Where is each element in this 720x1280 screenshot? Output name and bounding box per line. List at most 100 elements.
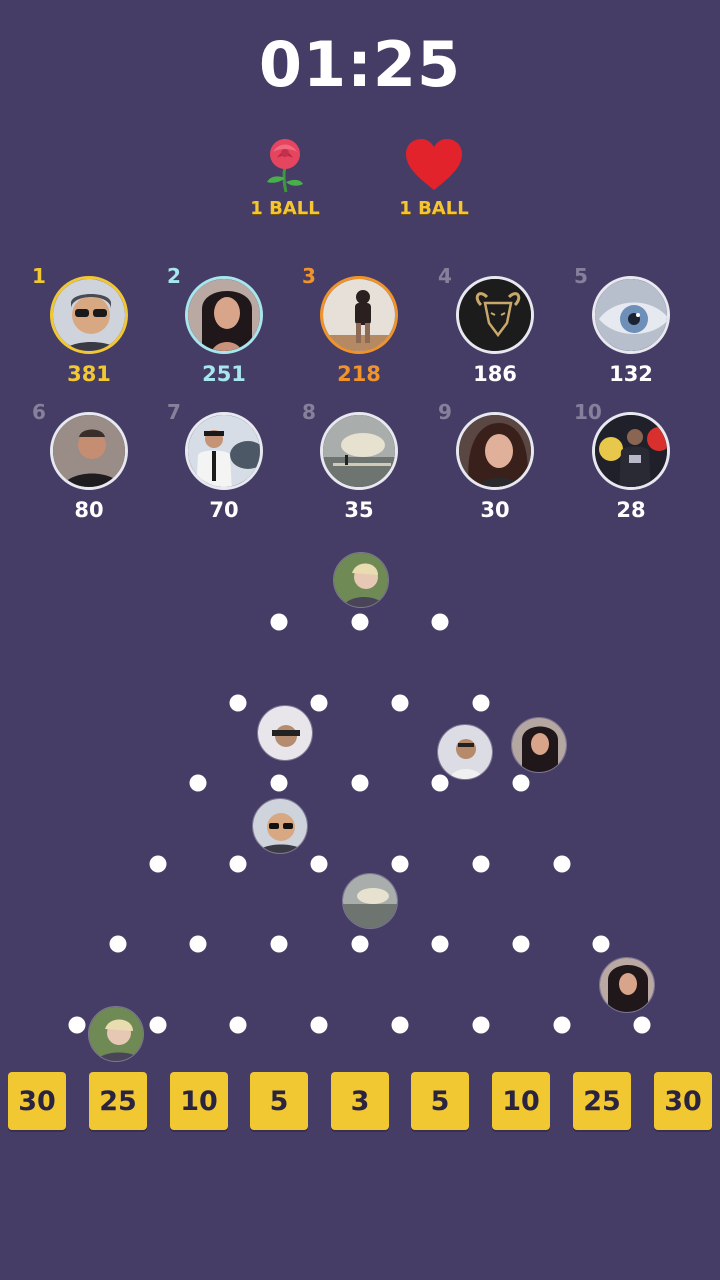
player-score: 70 (209, 498, 239, 522)
bucket-value: 25 (583, 1085, 621, 1117)
peg (351, 613, 369, 631)
score-bucket: 3 (331, 1072, 389, 1130)
avatar-ball (599, 957, 655, 1013)
avatar (592, 276, 670, 354)
peg (351, 935, 369, 953)
rank-number: 1 (32, 264, 46, 288)
score-bucket: 5 (411, 1072, 469, 1130)
peg (553, 855, 571, 873)
bucket-value: 3 (350, 1085, 370, 1117)
avatar-ball (333, 552, 389, 608)
score-bucket: 30 (654, 1072, 712, 1130)
bucket-value: 5 (430, 1085, 450, 1117)
peg (229, 855, 247, 873)
player-score: 80 (74, 498, 104, 522)
leaderboard-player-8[interactable]: 8 35 (302, 400, 414, 540)
peg (229, 694, 247, 712)
leaderboard-player-3[interactable]: 3 218 (302, 264, 414, 404)
rank-number: 8 (302, 400, 316, 424)
peg (149, 855, 167, 873)
peg (472, 1016, 490, 1034)
peg (472, 855, 490, 873)
peg (109, 935, 127, 953)
player-score: 218 (337, 362, 381, 386)
peg (189, 774, 207, 792)
peg (310, 694, 328, 712)
gift-rose: 1 BALL (225, 136, 345, 219)
leaderboard-player-10[interactable]: 10 28 (574, 400, 686, 540)
avatar (185, 276, 263, 354)
player-score: 28 (616, 498, 646, 522)
player-score: 381 (67, 362, 111, 386)
rank-number: 4 (438, 264, 452, 288)
gift-rose-label: 1 BALL (250, 198, 320, 219)
peg (149, 1016, 167, 1034)
peg (391, 855, 409, 873)
score-bucket: 30 (8, 1072, 66, 1130)
rank-number: 10 (574, 400, 602, 424)
bucket-value: 25 (99, 1085, 137, 1117)
player-score: 186 (473, 362, 517, 386)
rank-number: 2 (167, 264, 181, 288)
peg (391, 1016, 409, 1034)
rank-number: 7 (167, 400, 181, 424)
peg (512, 774, 530, 792)
peg (310, 1016, 328, 1034)
leaderboard-player-4[interactable]: 4 186 (438, 264, 550, 404)
avatar (185, 412, 263, 490)
avatar-ball (88, 1006, 144, 1062)
peg (553, 1016, 571, 1034)
bucket-value: 10 (180, 1085, 218, 1117)
score-bucket: 25 (573, 1072, 631, 1130)
countdown-timer: 01:25 (258, 28, 462, 101)
peg (472, 694, 490, 712)
avatar-ball (437, 724, 493, 780)
peg (512, 935, 530, 953)
peg (592, 935, 610, 953)
avatar-ball (511, 717, 567, 773)
peg (391, 694, 409, 712)
leaderboard-player-1[interactable]: 1 381 (32, 264, 144, 404)
score-bucket: 10 (492, 1072, 550, 1130)
peg (633, 1016, 651, 1034)
score-bucket: 10 (170, 1072, 228, 1130)
player-score: 251 (202, 362, 246, 386)
avatar (320, 276, 398, 354)
avatar (50, 412, 128, 490)
peg (310, 855, 328, 873)
peg (68, 1016, 86, 1034)
peg (189, 935, 207, 953)
rose-icon (225, 136, 345, 194)
leaderboard-player-5[interactable]: 5 132 (574, 264, 686, 404)
leaderboard-player-2[interactable]: 2 251 (167, 264, 279, 404)
leaderboard-player-6[interactable]: 6 80 (32, 400, 144, 540)
rank-number: 6 (32, 400, 46, 424)
rank-number: 5 (574, 264, 588, 288)
avatar-ball (252, 798, 308, 854)
bucket-value: 5 (269, 1085, 289, 1117)
peg (351, 774, 369, 792)
leaderboard-player-9[interactable]: 9 30 (438, 400, 550, 540)
avatar (592, 412, 670, 490)
avatar (320, 412, 398, 490)
score-bucket: 25 (89, 1072, 147, 1130)
gift-heart-label: 1 BALL (399, 198, 469, 219)
peg (431, 774, 449, 792)
bucket-value: 10 (502, 1085, 540, 1117)
avatar (456, 412, 534, 490)
peg (270, 613, 288, 631)
rank-number: 9 (438, 400, 452, 424)
score-bucket: 5 (250, 1072, 308, 1130)
peg (270, 935, 288, 953)
player-score: 35 (344, 498, 374, 522)
peg (229, 1016, 247, 1034)
leaderboard-player-7[interactable]: 7 70 (167, 400, 279, 540)
bucket-value: 30 (664, 1085, 702, 1117)
peg (270, 774, 288, 792)
avatar-ball (257, 705, 313, 761)
bucket-value: 30 (18, 1085, 56, 1117)
peg (431, 935, 449, 953)
peg (431, 613, 449, 631)
player-score: 30 (480, 498, 510, 522)
player-score: 132 (609, 362, 653, 386)
